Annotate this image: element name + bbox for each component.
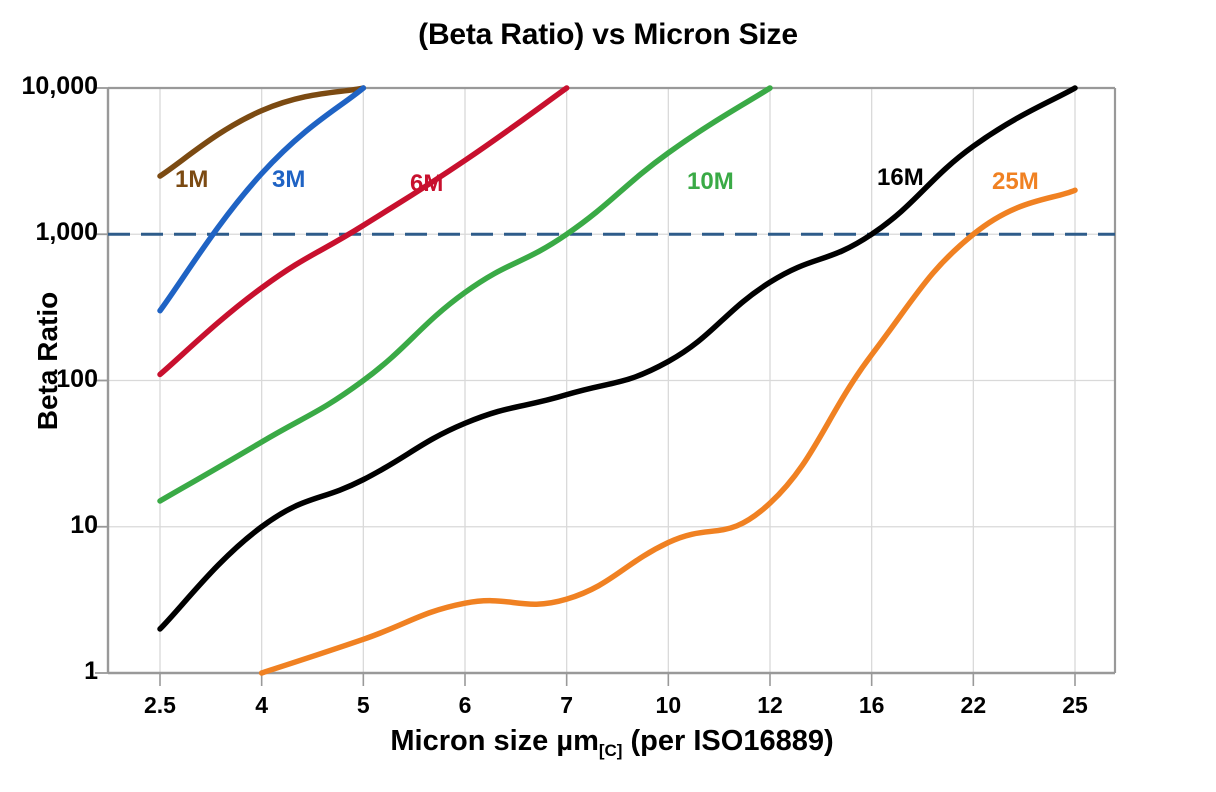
- x-axis-title: Micron size µm[C] (per ISO16889): [108, 725, 1116, 760]
- series-label-6m: 6M: [410, 170, 444, 197]
- series-label-1m: 1M: [175, 166, 209, 193]
- x-tick-label: 5: [356, 692, 370, 718]
- series-curve-16m: [157, 85, 1078, 632]
- x-axis-title-main: Micron size µm: [390, 725, 599, 757]
- x-tick-label: 7: [560, 692, 574, 718]
- x-tick-label: 6: [458, 692, 472, 718]
- y-tick-marks: [95, 87, 108, 674]
- x-tick-label: 10: [655, 692, 682, 718]
- x-tick-label: 25: [1062, 692, 1088, 718]
- x-axis-title-tail: (per ISO16889): [622, 725, 834, 757]
- chart-title: (Beta Ratio) vs Micron Size: [418, 18, 798, 51]
- x-tick-label: 4: [255, 692, 269, 718]
- y-tick-label: 10,000: [21, 72, 98, 100]
- x-tick-label: 2.5: [144, 692, 176, 718]
- y-tick-label: 100: [56, 364, 98, 393]
- series-curve-6m: [157, 85, 570, 378]
- series-label-16m: 16M: [877, 164, 924, 191]
- series-curve-1m: [157, 85, 367, 179]
- y-tick-label: 1: [84, 657, 98, 685]
- x-tick-label: 16: [858, 692, 885, 718]
- series-curves: [157, 85, 1078, 676]
- x-tick-label: 12: [757, 692, 783, 718]
- y-tick-label: 1,000: [35, 218, 98, 247]
- series-label-3m: 3M: [272, 166, 306, 193]
- x-tick-marks: [159, 673, 1076, 686]
- series-curve-3m: [157, 85, 367, 314]
- series-curve-25m: [258, 187, 1078, 676]
- series-label-25m: 25M: [992, 168, 1039, 195]
- series-label-10m: 10M: [687, 168, 734, 195]
- x-tick-label: 22: [960, 692, 987, 718]
- x-axis-title-subscript: [C]: [598, 741, 623, 760]
- series-curve-10m: [157, 85, 773, 504]
- y-tick-label: 10: [70, 510, 98, 539]
